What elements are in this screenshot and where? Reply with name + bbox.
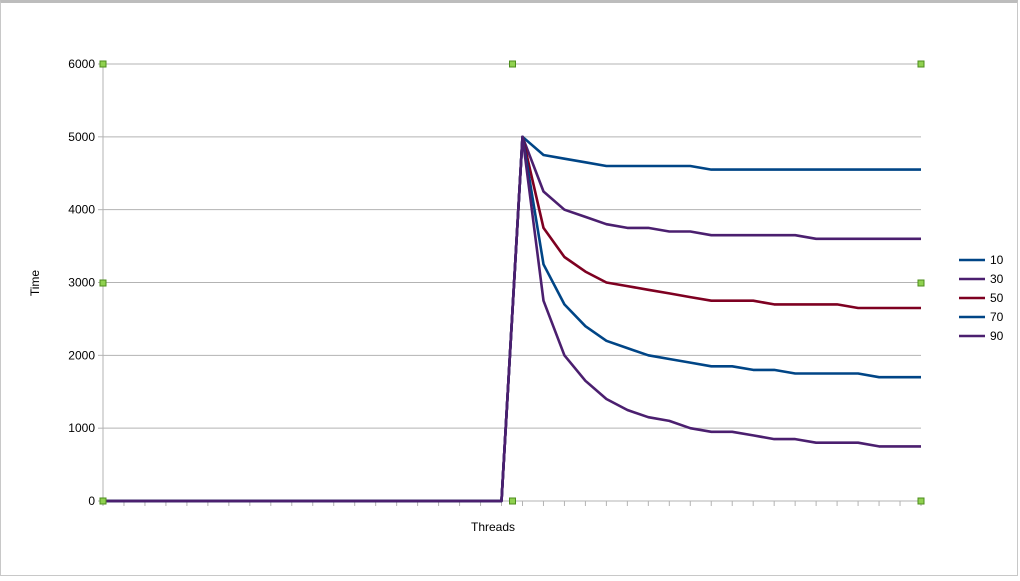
- selection-handle[interactable]: [509, 60, 516, 68]
- y-tick-label: 3000: [68, 276, 95, 290]
- legend: 10 30 50 70 90: [959, 253, 1004, 343]
- x-axis-label: Threads: [471, 520, 515, 534]
- x-ticks: [102, 501, 922, 506]
- y-tick-label: 2000: [68, 348, 95, 362]
- y-tick-label: 5000: [68, 130, 95, 144]
- selection-handle[interactable]: [509, 497, 516, 505]
- y-axis-label: Time: [28, 270, 42, 297]
- y-tick-label: 6000: [68, 57, 95, 71]
- y-tick-label: 0: [88, 494, 95, 508]
- y-tick-labels: 0 1000 2000 3000 4000 5000 6000: [68, 57, 95, 508]
- selection-handles[interactable]: [99, 60, 925, 505]
- legend-label-70: 70: [990, 310, 1004, 324]
- series-line-90: [103, 135, 921, 503]
- legend-label-10: 10: [990, 253, 1004, 267]
- selection-handle[interactable]: [99, 279, 107, 287]
- y-tick-label: 4000: [68, 203, 95, 217]
- selection-handle[interactable]: [99, 497, 107, 505]
- legend-label-50: 50: [990, 291, 1004, 305]
- line-chart: 0 1000 2000 3000 4000 5000 6000 Threads Time 1…: [28, 57, 1004, 534]
- y-tick-label: 1000: [68, 421, 95, 435]
- legend-label-30: 30: [990, 272, 1004, 286]
- selection-handle[interactable]: [99, 60, 107, 68]
- series-lines: [103, 135, 921, 503]
- selection-handle[interactable]: [917, 497, 925, 505]
- legend-label-90: 90: [990, 329, 1004, 343]
- selection-handle[interactable]: [917, 279, 925, 287]
- gridlines: [98, 63, 921, 502]
- selection-handle[interactable]: [917, 60, 925, 68]
